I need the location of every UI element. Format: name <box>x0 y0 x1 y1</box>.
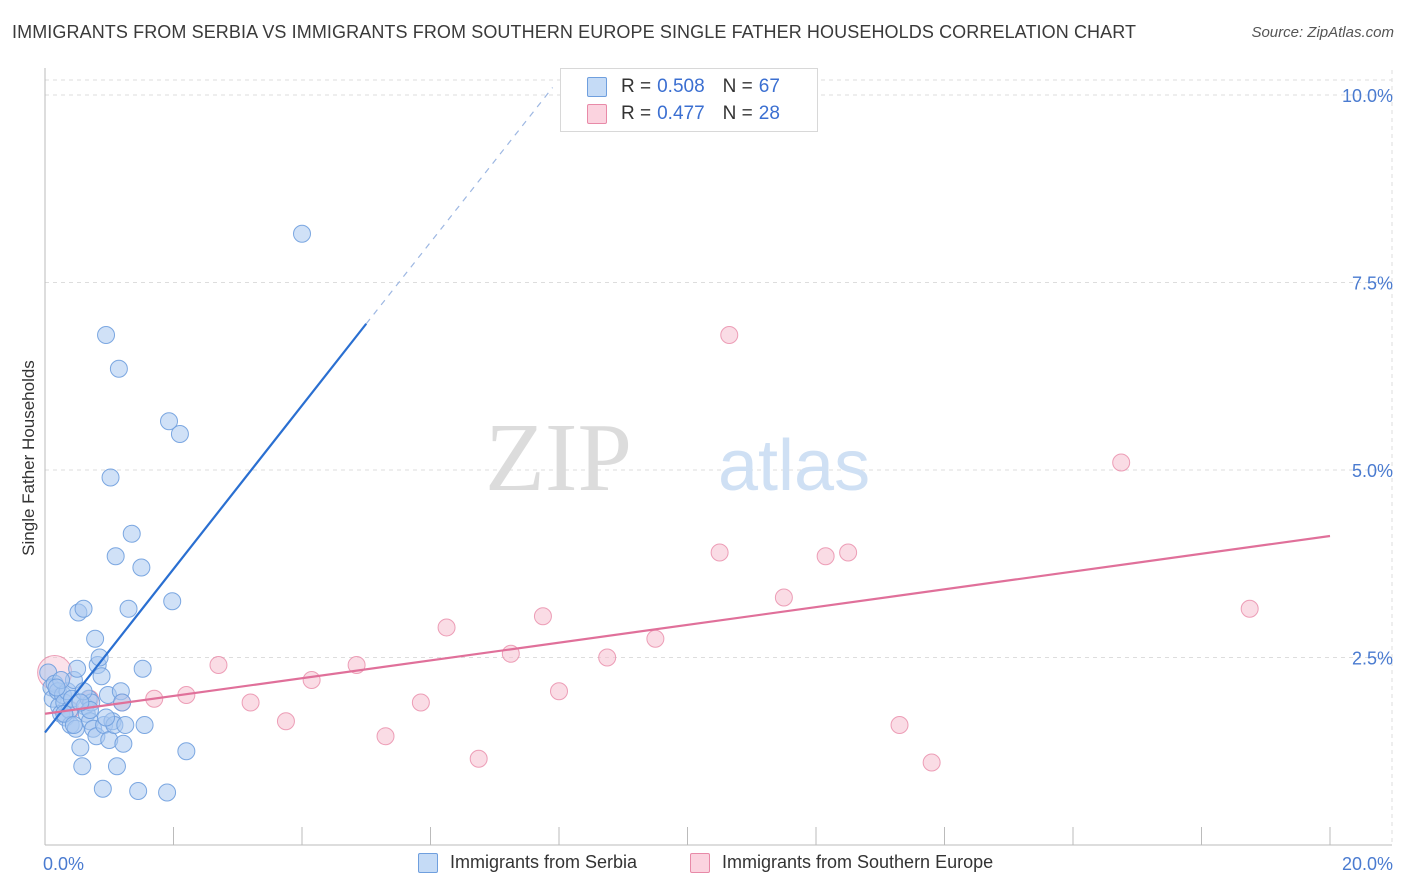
data-point-southern-europe <box>646 629 665 648</box>
data-point-serbia <box>177 742 196 761</box>
data-point-southern-europe <box>376 727 395 746</box>
data-point-serbia <box>119 599 138 618</box>
data-point-southern-europe <box>1240 599 1259 618</box>
source-label: Source: ZipAtlas.com <box>1251 24 1394 41</box>
data-point-serbia <box>160 412 179 431</box>
chart-title: IMMIGRANTS FROM SERBIA VS IMMIGRANTS FRO… <box>12 22 1137 42</box>
data-point-serbia <box>71 693 90 712</box>
legend-swatch-serbia <box>418 852 438 873</box>
data-point-serbia <box>109 359 128 378</box>
data-point-southern-europe <box>1112 453 1131 472</box>
trend-lines <box>44 87 1331 734</box>
data-point-southern-europe <box>550 682 568 701</box>
series-legend: Immigrants from Serbia Immigrants from S… <box>0 852 1406 878</box>
legend-swatch-southern-europe <box>587 104 607 124</box>
data-point-serbia <box>47 678 66 697</box>
legend-item-southern-europe[interactable]: Immigrants from Southern Europe <box>690 852 993 873</box>
data-point-serbia <box>68 659 87 678</box>
y-tick-label: 2.5% <box>1352 649 1393 669</box>
axes <box>44 68 1392 846</box>
data-point-southern-europe <box>720 326 739 344</box>
data-point-southern-europe <box>816 547 835 566</box>
y-tick-labels: 2.5% 5.0% 7.5% 10.0% <box>1342 86 1393 669</box>
data-point-serbia <box>106 547 125 566</box>
y-tick-label: 5.0% <box>1352 461 1393 481</box>
legend-label-serbia: Immigrants from Serbia <box>450 852 638 872</box>
data-point-serbia <box>114 734 133 753</box>
data-point-serbia <box>133 659 152 678</box>
data-point-southern-europe <box>710 543 729 562</box>
data-point-serbia <box>86 629 105 648</box>
legend-n-label: N = <box>722 76 753 97</box>
legend-r-label: R = <box>621 76 652 97</box>
legend-row-southern-europe: R = 0.477 N = 28 <box>587 102 780 126</box>
data-point-serbia <box>129 782 148 800</box>
data-point-serbia <box>132 558 151 577</box>
legend-swatch-serbia <box>587 77 607 97</box>
data-point-serbia <box>97 708 116 727</box>
data-point-serbia <box>73 757 92 776</box>
data-point-southern-europe <box>774 588 793 607</box>
data-point-serbia <box>170 425 189 443</box>
y-tick-label: 10.0% <box>1342 86 1393 106</box>
trend-line-serbia <box>44 323 368 734</box>
data-point-serbia <box>293 224 311 243</box>
watermark-atlas: atlas <box>718 426 870 506</box>
data-point-serbia <box>116 716 135 734</box>
trend-line-serbia-extension <box>365 87 554 325</box>
data-point-serbia <box>71 738 90 757</box>
legend-n-label: N = <box>722 103 753 124</box>
legend-n-value: 28 <box>758 103 780 124</box>
y-tick-label: 7.5% <box>1352 274 1393 294</box>
data-point-serbia <box>93 779 112 798</box>
data-point-serbia <box>90 648 109 667</box>
data-point-serbia <box>101 468 120 487</box>
data-point-southern-europe <box>209 656 228 674</box>
data-point-southern-europe <box>890 716 909 734</box>
data-point-southern-europe <box>839 543 858 562</box>
legend-r-value: 0.477 <box>657 103 705 124</box>
data-point-serbia <box>92 667 111 686</box>
watermark-zip: ZIP <box>485 404 632 512</box>
data-point-southern-europe <box>437 618 456 637</box>
x-tick-label-max: 20.0% <box>1342 854 1393 874</box>
x-tick-labels: 0.0% 20.0% <box>43 854 1393 874</box>
legend-row-serbia: R = 0.508 N = 67 <box>587 75 780 99</box>
data-point-serbia <box>135 716 154 734</box>
data-point-southern-europe <box>598 648 617 667</box>
data-point-southern-europe <box>302 671 321 689</box>
series-serbia <box>39 224 311 802</box>
data-point-southern-europe <box>469 749 488 768</box>
correlation-legend: R = 0.508 N = 67 R = 0.477 N = 28 <box>560 68 818 132</box>
x-tick-label-min: 0.0% <box>43 854 84 874</box>
series-southern-europe <box>37 326 1259 772</box>
data-point-serbia <box>163 592 182 611</box>
legend-label-southern-europe: Immigrants from Southern Europe <box>722 852 994 872</box>
data-point-southern-europe <box>411 693 430 712</box>
data-point-southern-europe <box>276 712 295 731</box>
data-point-southern-europe <box>533 607 552 626</box>
legend-item-serbia[interactable]: Immigrants from Serbia <box>418 852 637 873</box>
grid-lines <box>45 70 1393 845</box>
data-point-serbia <box>97 326 116 344</box>
y-axis-label: Single Father Households <box>19 360 38 556</box>
trend-line-southern-europe <box>44 534 1331 715</box>
data-point-serbia <box>107 757 126 776</box>
data-point-serbia <box>158 783 177 802</box>
data-point-serbia <box>122 524 141 543</box>
legend-r-label: R = <box>621 103 652 124</box>
data-point-serbia <box>74 599 93 618</box>
data-point-southern-europe <box>922 753 941 772</box>
legend-r-value: 0.508 <box>657 76 705 97</box>
data-point-serbia <box>64 716 83 734</box>
data-point-southern-europe <box>241 693 260 712</box>
legend-n-value: 67 <box>758 76 780 97</box>
legend-swatch-southern-europe <box>690 852 710 873</box>
watermark: ZIP atlas <box>485 404 870 512</box>
